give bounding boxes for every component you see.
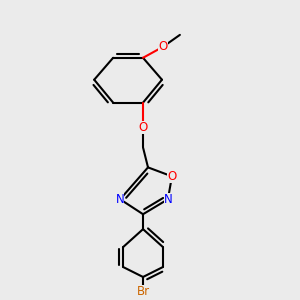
Text: O: O [167,170,176,183]
Text: N: N [164,193,172,206]
Text: O: O [158,40,168,53]
Text: Br: Br [136,285,150,298]
Text: N: N [116,193,124,206]
Text: O: O [138,121,148,134]
